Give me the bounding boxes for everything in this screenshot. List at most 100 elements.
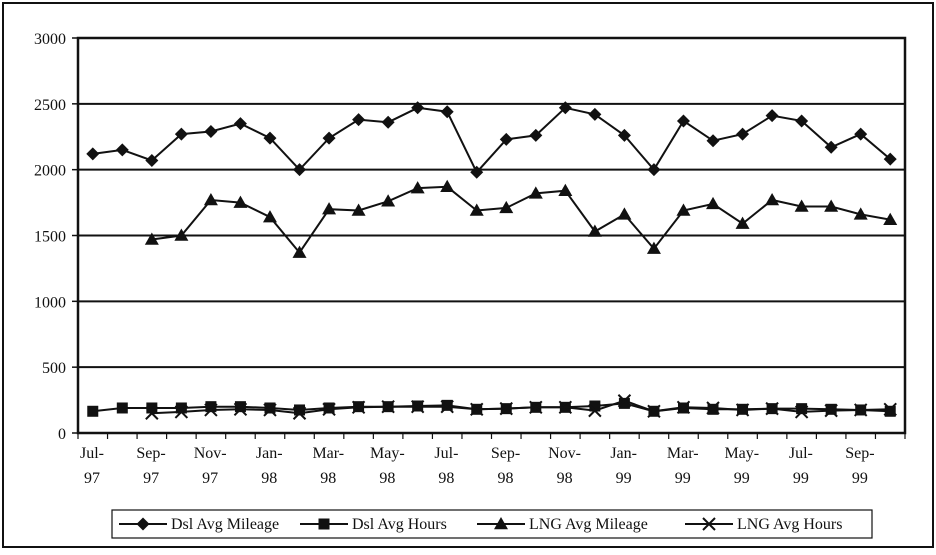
data-point — [588, 403, 602, 418]
data-point — [233, 402, 248, 417]
data-point — [145, 153, 159, 167]
data-point — [322, 131, 336, 145]
data-point — [854, 127, 868, 141]
y-tick-label: 1000 — [34, 294, 66, 311]
data-point — [233, 117, 247, 131]
data-point — [263, 403, 277, 417]
data-point — [174, 127, 188, 141]
data-point — [499, 401, 513, 416]
data-point — [528, 186, 543, 199]
data-point — [205, 401, 217, 413]
legend-label: Dsl Avg Mileage — [171, 516, 279, 533]
data-point — [233, 195, 248, 208]
data-point — [883, 152, 897, 166]
series-lng-avg-hours — [145, 394, 897, 420]
data-point — [411, 101, 425, 115]
x-tick-label-year: 98 — [498, 470, 514, 487]
data-point — [381, 115, 395, 129]
data-point — [146, 402, 158, 414]
x-tick-label: May- — [370, 445, 405, 462]
data-point — [706, 196, 721, 210]
x-tick-label-year: 98 — [557, 470, 573, 487]
x-tick-label-year: 97 — [84, 470, 100, 487]
data-point — [735, 216, 750, 229]
data-point — [499, 132, 513, 146]
legend: Dsl Avg Mileage Dsl Avg Hours LNG Avg Mile… — [111, 509, 873, 539]
data-point — [765, 192, 780, 206]
data-point — [794, 405, 809, 419]
y-tick-label: 1500 — [34, 229, 66, 246]
x-tick-label-year: 99 — [616, 470, 632, 487]
data-point — [824, 140, 838, 154]
data-point — [647, 163, 661, 177]
data-point — [676, 114, 690, 128]
data-point — [264, 402, 276, 414]
data-point — [144, 232, 159, 245]
data-point — [529, 128, 543, 142]
data-point — [765, 401, 779, 416]
data-point — [469, 203, 484, 216]
legend-label: Dsl Avg Hours — [352, 516, 447, 533]
data-point — [116, 402, 128, 414]
x-tick-label: Sep- — [845, 445, 874, 462]
x-tick-label-year: 98 — [320, 470, 336, 487]
x-tick-label: Jul- — [789, 445, 813, 462]
legend-marker — [702, 517, 716, 531]
data-point — [381, 399, 395, 414]
x-tick-label: Jan- — [256, 445, 283, 462]
data-point — [676, 203, 691, 216]
data-point — [410, 399, 425, 414]
data-point — [351, 400, 366, 415]
data-point — [617, 207, 632, 220]
y-axis: 0 500 1000 1500 2000 2500 3000 — [34, 31, 78, 443]
x-tick-label: Jul- — [80, 445, 104, 462]
series-line — [92, 106, 891, 175]
x-tick-label: Sep- — [491, 445, 520, 462]
x-tick-label: Jan- — [610, 445, 637, 462]
data-point — [499, 200, 514, 214]
legend-marker — [494, 517, 508, 530]
data-point — [676, 400, 691, 415]
data-point — [204, 124, 218, 138]
data-point — [853, 207, 868, 220]
data-point — [558, 400, 573, 415]
y-tick-label: 500 — [42, 360, 66, 377]
data-point — [647, 404, 661, 418]
data-point — [589, 400, 601, 412]
data-point — [618, 397, 630, 409]
data-point — [796, 403, 808, 415]
data-point — [410, 181, 425, 194]
x-tick-label-year: 98 — [261, 470, 277, 487]
data-point — [440, 105, 454, 119]
legend-marker — [318, 518, 330, 530]
data-point — [736, 127, 750, 141]
y-tick-label: 2500 — [34, 97, 66, 114]
x-tick-label-year: 99 — [852, 470, 868, 487]
data-point — [263, 131, 277, 145]
data-point — [470, 402, 484, 417]
data-point — [765, 109, 779, 123]
data-point — [352, 113, 366, 127]
data-point — [794, 199, 809, 212]
data-point — [440, 179, 455, 193]
data-point — [145, 406, 159, 420]
data-point — [86, 147, 100, 161]
data-point — [203, 192, 218, 206]
data-point — [115, 143, 129, 157]
data-point — [322, 202, 337, 215]
x-tick-label-year: 98 — [379, 470, 395, 487]
series-lng-avg-mileage — [144, 179, 898, 258]
data-point — [175, 402, 187, 414]
data-point — [204, 403, 218, 417]
x-tick-label-year: 99 — [675, 470, 691, 487]
y-tick-label: 3000 — [34, 31, 66, 48]
x-tick-label-year: 99 — [793, 470, 809, 487]
y-tick-label: 0 — [58, 426, 66, 443]
series-layer — [86, 101, 898, 420]
x-tick-label: Jul- — [434, 445, 458, 462]
series-dsl-avg-mileage — [86, 101, 897, 179]
data-point — [853, 403, 868, 417]
data-point — [351, 203, 366, 216]
